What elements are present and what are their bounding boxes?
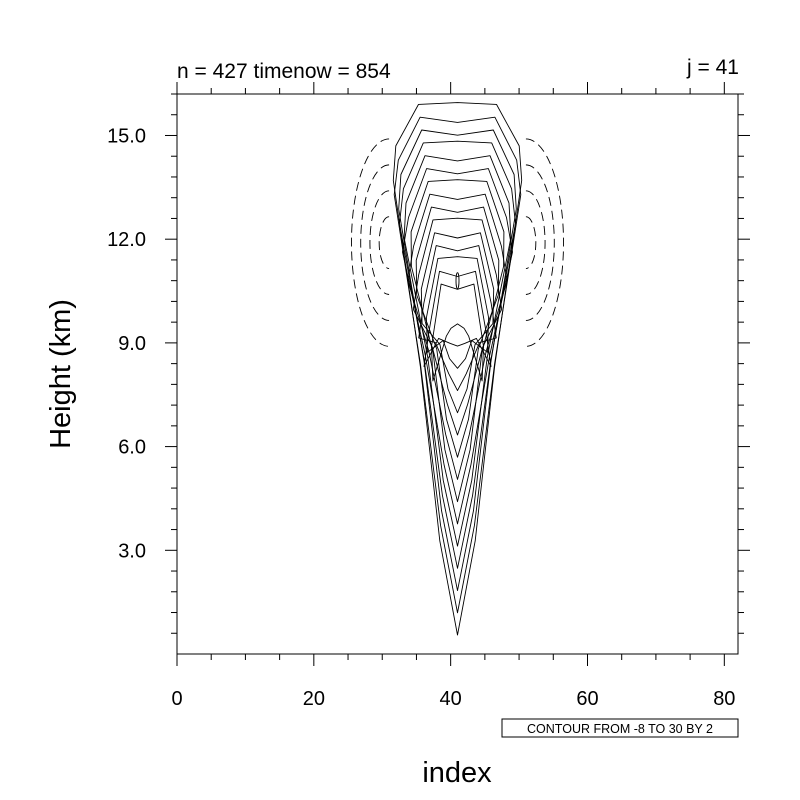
plot-frame xyxy=(176,93,739,655)
x-tick-label: 80 xyxy=(713,688,735,710)
x-tick-label: 60 xyxy=(576,688,598,710)
contour-negative xyxy=(360,164,390,321)
x-tick-label: 20 xyxy=(303,688,325,710)
x-tick-label: 40 xyxy=(440,688,462,710)
contour-positive xyxy=(420,232,495,414)
contour-positive xyxy=(412,217,503,436)
y-axis: 3.0 6.0 9.0 12.0 15.0 xyxy=(107,93,750,634)
contour-negative xyxy=(525,216,537,270)
x-axis: 0 20 40 60 80 xyxy=(171,82,735,710)
contour-positive xyxy=(418,245,497,391)
y-tick-label: 12.0 xyxy=(107,229,146,251)
contour-positive xyxy=(399,140,516,569)
y-axis-label: Height (km) xyxy=(45,299,77,449)
contour-info-box xyxy=(501,718,739,738)
x-tick-label: 0 xyxy=(171,688,182,710)
contour-positive xyxy=(410,179,505,503)
contour-positive xyxy=(431,283,484,382)
contour-negative xyxy=(525,164,555,321)
contour-positive xyxy=(455,272,460,290)
contour-positive xyxy=(425,256,490,369)
contour-negative xyxy=(351,138,390,347)
contour-negative xyxy=(369,190,390,295)
title-left: n = 427 timenow = 854 xyxy=(177,60,391,83)
y-tick-label: 6.0 xyxy=(118,437,146,459)
x-axis-label: index xyxy=(422,757,492,789)
title-right: j = 41 xyxy=(686,56,739,79)
contour-info-label: CONTOUR FROM -8 TO 30 BY 2 xyxy=(527,722,713,736)
contour-negative xyxy=(525,190,546,295)
y-tick-label: 3.0 xyxy=(118,540,146,562)
contour-negative xyxy=(525,138,564,347)
y-tick-label: 15.0 xyxy=(107,125,146,147)
contour-positive xyxy=(403,155,512,547)
contour-lines xyxy=(351,102,564,636)
contour-positive xyxy=(415,206,500,458)
contour-positive xyxy=(423,270,492,368)
contour-positive xyxy=(393,116,522,614)
y-tick-label: 9.0 xyxy=(118,333,146,355)
contour-positive xyxy=(392,102,523,636)
contour-negative xyxy=(378,216,390,270)
